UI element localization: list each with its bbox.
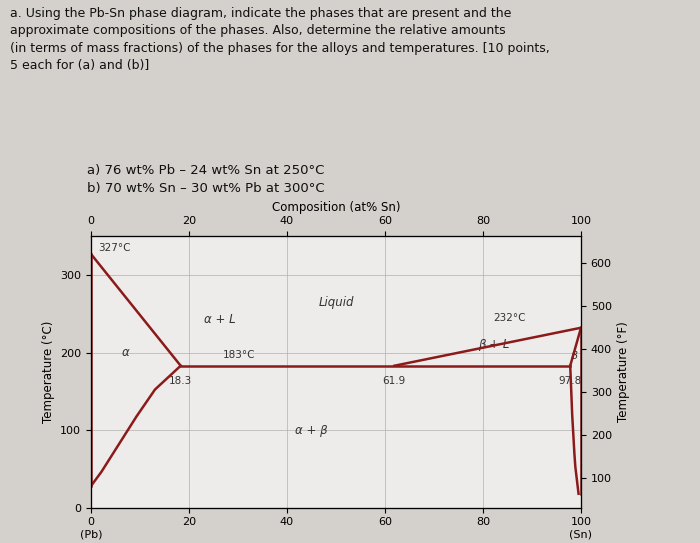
Text: 327°C: 327°C	[98, 243, 131, 253]
X-axis label: Composition (at% Sn): Composition (at% Sn)	[272, 201, 400, 214]
Text: α + L: α + L	[204, 313, 235, 326]
Text: 232°C: 232°C	[493, 313, 525, 323]
Text: β: β	[570, 351, 578, 362]
Text: 18.3: 18.3	[169, 376, 192, 386]
Text: 183°C: 183°C	[223, 350, 256, 361]
Text: β + L: β + L	[478, 338, 510, 351]
Y-axis label: Temperature (°C): Temperature (°C)	[41, 321, 55, 423]
Y-axis label: Temperature (°F): Temperature (°F)	[617, 321, 631, 422]
Text: 61.9: 61.9	[383, 376, 406, 386]
Text: 97.8: 97.8	[559, 376, 582, 386]
Text: a) 76 wt% Pb – 24 wt% Sn at 250°C
    b) 70 wt% Sn – 30 wt% Pb at 300°C: a) 76 wt% Pb – 24 wt% Sn at 250°C b) 70 …	[70, 164, 325, 195]
Text: Liquid: Liquid	[318, 295, 354, 308]
Text: a. Using the Pb-Sn phase diagram, indicate the phases that are present and the
a: a. Using the Pb-Sn phase diagram, indica…	[10, 7, 550, 72]
Text: α + β: α + β	[295, 424, 328, 437]
Text: α: α	[121, 346, 130, 359]
